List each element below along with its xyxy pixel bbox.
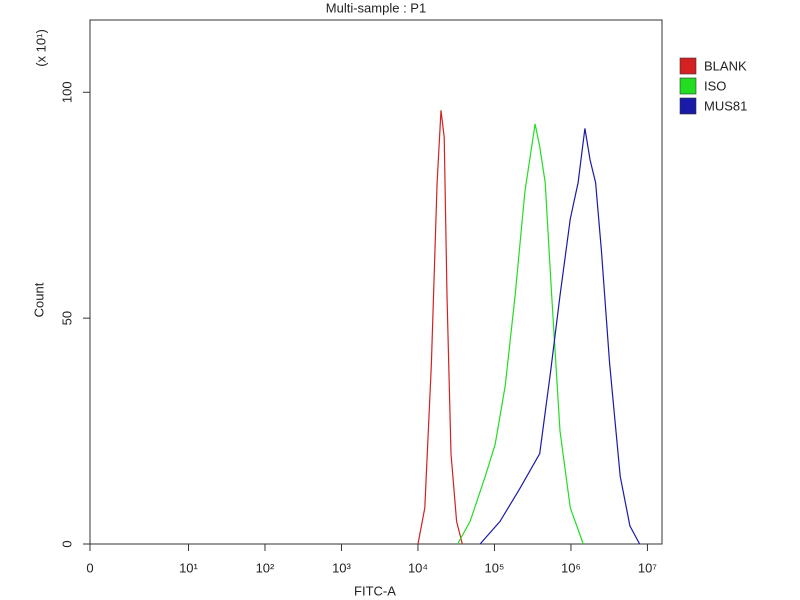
x-tick-label: 10⁶ (561, 560, 581, 575)
y-multiplier: (x 10¹) (33, 29, 48, 67)
legend-swatch (679, 77, 697, 95)
y-axis-label: Count (31, 282, 46, 317)
legend-label: BLANK (704, 58, 747, 73)
histogram-line (417, 110, 463, 545)
legend-swatch (679, 97, 697, 115)
x-tick-label: 10⁴ (408, 560, 428, 575)
x-tick-label: 10³ (332, 560, 351, 575)
legend-swatch (679, 57, 697, 75)
x-tick-label: 0 (86, 560, 93, 575)
x-tick-label: 10⁷ (638, 560, 657, 575)
x-axis-label: FITC-A (354, 583, 396, 598)
plot-frame (89, 19, 663, 545)
x-tick-label: 10⁵ (485, 560, 505, 575)
histogram-line (457, 123, 584, 545)
x-tick-label: 10¹ (179, 560, 198, 575)
chart-title: Multi-sample : P1 (326, 0, 426, 15)
y-tick-label: 100 (59, 81, 74, 103)
y-tick-label: 50 (59, 311, 74, 325)
legend-label: ISO (704, 78, 726, 93)
y-tick-label: 0 (59, 540, 74, 547)
x-tick-label: 10² (256, 560, 275, 575)
histogram-line (479, 128, 641, 545)
legend-label: MUS81 (704, 98, 747, 113)
